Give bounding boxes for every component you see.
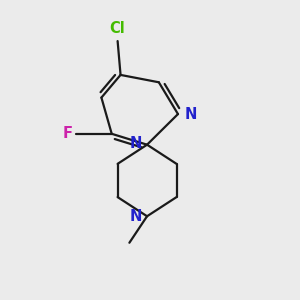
Text: N: N [184, 106, 197, 122]
Text: Cl: Cl [110, 21, 125, 36]
Text: N: N [129, 136, 142, 151]
Text: N: N [129, 209, 142, 224]
Text: F: F [63, 126, 73, 141]
